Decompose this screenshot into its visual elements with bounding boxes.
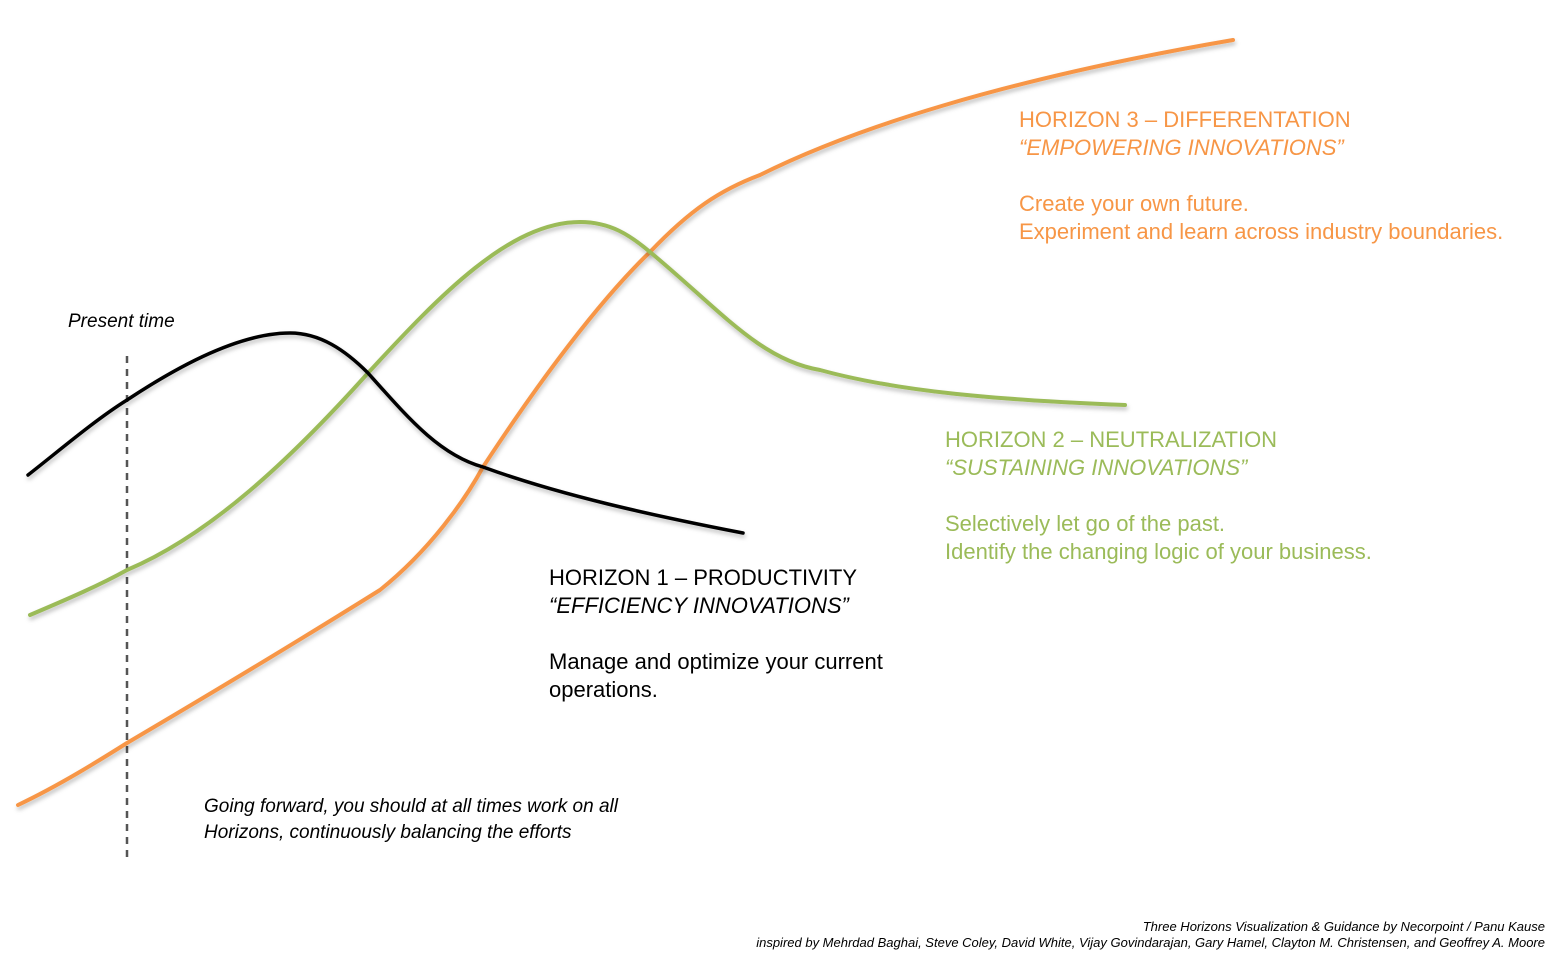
forward-note-line2: Horizons, continuously balancing the eff… bbox=[204, 822, 572, 843]
credits-line2: inspired by Mehrdad Baghai, Steve Coley,… bbox=[756, 935, 1545, 950]
horizon-2-subtitle: “SUSTAINING INNOVATIONS” bbox=[945, 455, 1248, 480]
horizon-3-curve bbox=[16, 38, 1235, 807]
horizon-3-title: HORIZON 3 – DIFFERENTATION bbox=[1019, 107, 1351, 132]
horizon-1-desc-line2: operations. bbox=[549, 677, 658, 702]
horizon-3-label: HORIZON 3 – DIFFERENTATION “EMPOWERING I… bbox=[1019, 106, 1503, 246]
horizon-2-title: HORIZON 2 – NEUTRALIZATION bbox=[945, 427, 1278, 452]
credits: Three Horizons Visualization & Guidance … bbox=[756, 919, 1545, 951]
horizon-1-subtitle: “EFFICIENCY INNOVATIONS” bbox=[549, 593, 849, 618]
forward-note-line1: Going forward, you should at all times w… bbox=[204, 796, 618, 817]
horizon-3-desc-line1: Create your own future. bbox=[1019, 191, 1249, 216]
credits-line1: Three Horizons Visualization & Guidance … bbox=[1142, 919, 1545, 934]
horizon-3-desc-line2: Experiment and learn across industry bou… bbox=[1019, 219, 1504, 244]
horizon-2-curve bbox=[28, 219, 1127, 617]
horizon-1-title: HORIZON 1 – PRODUCTIVITY bbox=[549, 565, 858, 590]
horizon-3-subtitle: “EMPOWERING INNOVATIONS” bbox=[1019, 135, 1344, 160]
horizon-1-curve bbox=[26, 331, 745, 535]
horizon-1-label: HORIZON 1 – PRODUCTIVITY “EFFICIENCY INN… bbox=[549, 564, 883, 704]
horizon-1-desc-line1: Manage and optimize your current bbox=[549, 649, 883, 674]
forward-note: Going forward, you should at all times w… bbox=[204, 794, 618, 846]
horizon-2-desc-line2: Identify the changing logic of your busi… bbox=[945, 539, 1372, 564]
horizon-2-desc-line1: Selectively let go of the past. bbox=[945, 511, 1226, 536]
present-time-label: Present time bbox=[68, 311, 175, 332]
horizon-2-label: HORIZON 2 – NEUTRALIZATION “SUSTAINING I… bbox=[945, 426, 1372, 566]
